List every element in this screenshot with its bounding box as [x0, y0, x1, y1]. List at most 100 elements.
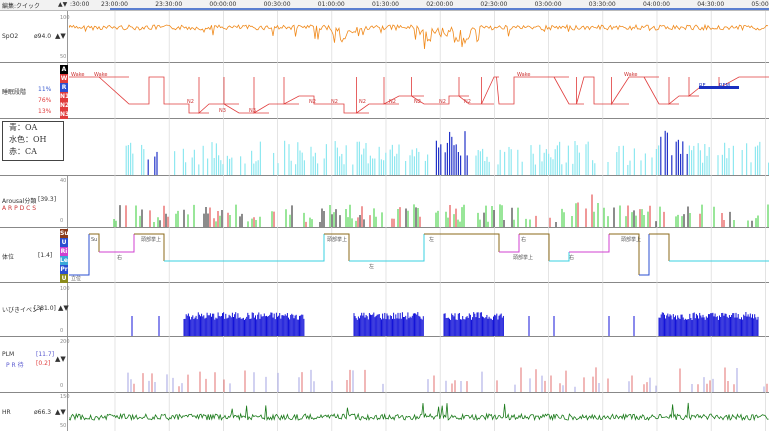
- time-tick: 04:30:00: [697, 1, 725, 8]
- stage-label: Wake: [624, 72, 637, 78]
- time-tick: 05:00:00: [751, 1, 769, 8]
- position-segment: [324, 233, 350, 261]
- row-position: 体位 [1.4] Su U Ri Le Pr U Su 右頭部挙上 頭部挙上左左頭部…: [0, 228, 769, 283]
- hr-label: HR: [2, 409, 11, 416]
- row-apnea: 青：OA 水色：OH 赤：CA: [0, 119, 769, 176]
- time-tick: 23:30:00: [155, 1, 183, 8]
- time-tick: 00:00:00: [209, 1, 237, 8]
- legend-oh: 水色：OH: [9, 135, 47, 144]
- stage-label: N2: [359, 99, 366, 105]
- snore-scale-top: 100: [60, 286, 70, 292]
- time-tick: 04:00:00: [643, 1, 670, 8]
- stage-n2-badge: N2: [60, 101, 70, 110]
- timeline-header: 編集:クイック ▲▼ :30:00 23:00:00 23:30:00 00:00:…: [0, 0, 769, 11]
- position-segment: [569, 234, 610, 253]
- position-label: 右: [117, 254, 122, 261]
- time-tick: 01:00:00: [317, 1, 345, 8]
- stage-label: N2: [414, 99, 421, 105]
- snore-adjust-icon[interactable]: ▲▼: [58, 304, 69, 312]
- position-segment: [89, 233, 100, 252]
- position-segment: [164, 234, 325, 262]
- position-segment: [99, 234, 135, 253]
- spo2-adjust-icon[interactable]: ▲▼: [55, 32, 66, 40]
- plm-sub: P R 待: [6, 362, 24, 369]
- stage-label: N2: [187, 99, 194, 105]
- row-arousal: Arousal分類 [39.3] A R P D C S 40 0: [0, 176, 769, 228]
- stage-n1-badge: N1: [60, 92, 70, 101]
- position-segment: [69, 234, 90, 276]
- stage-label: N2: [439, 99, 446, 105]
- legend-ca: 赤：CA: [9, 147, 37, 156]
- plm-scale-bottom: 0: [60, 383, 64, 389]
- position-label: 体位: [2, 254, 15, 261]
- row-plm: PLM P R 待 [11.7] [0.2] ▲▼ 200 0: [0, 337, 769, 393]
- time-tick: 00:30:00: [263, 1, 291, 8]
- position-segment: [349, 234, 425, 262]
- plm-value-2: [0.2]: [36, 360, 51, 367]
- time-tick-start: :30:00: [70, 1, 90, 8]
- pos-up-badge: U: [60, 274, 68, 283]
- position-label: 頭部挙上: [621, 236, 641, 243]
- row-hr: HR ø66.3 ▲▼ 150 50: [0, 393, 769, 431]
- time-tick: 02:00:00: [426, 1, 454, 8]
- stage-label: Wake: [94, 72, 107, 78]
- edit-mode-label[interactable]: 編集:クイック: [2, 3, 41, 10]
- hr-trace: [69, 393, 769, 431]
- time-tick: 03:30:00: [588, 1, 616, 8]
- sleep-pct-nrem: 76%: [38, 97, 52, 104]
- apnea-legend: 青：OA 水色：OH 赤：CA: [2, 121, 64, 161]
- position-label: 頭部挙上: [513, 254, 533, 261]
- legend-oa: 青：OA: [9, 123, 38, 132]
- hypnogram: Wake Wake N2 N3 N3 N2 N2 N2 N2 N2 N2 N2 Wake Wake RE RE…: [69, 63, 769, 119]
- position-segment: [549, 252, 570, 262]
- stage-label: Wake: [71, 72, 84, 78]
- sleep-pct-wake: 13%: [38, 108, 52, 115]
- snore-value: [381.0]: [34, 305, 56, 312]
- rem-bar: [699, 86, 739, 89]
- plm-events: [114, 337, 768, 393]
- sleep-pct-rem: 11%: [38, 86, 52, 93]
- arousal-value: [39.3]: [38, 196, 57, 203]
- apnea-events: [114, 119, 769, 176]
- position-segment: [424, 233, 500, 252]
- spo2-scale-top: 100: [60, 15, 70, 21]
- spo2-trace: [69, 11, 769, 63]
- position-value: [1.4]: [38, 252, 53, 259]
- stage-n3-badge: N3: [60, 110, 70, 119]
- stage-a-badge: A: [60, 65, 68, 74]
- position-label: 頭部挙上: [141, 236, 161, 243]
- stage-label: RE: [699, 83, 706, 89]
- stage-r-badge: R: [60, 83, 68, 92]
- plm-adjust-icon[interactable]: ▲▼: [55, 355, 66, 363]
- time-tick: 03:00:00: [534, 1, 562, 8]
- scroll-arrows-icon[interactable]: ▲▼: [58, 1, 68, 8]
- position-segment: [134, 233, 165, 261]
- row-sleep-stage: 睡眠段階 11% 76% 13% A W R N1 N2 N3 Wake Wake…: [0, 63, 769, 119]
- spo2-line: [69, 23, 769, 50]
- row-snore: いびきイベント [381.0] ▲▼ 100 0: [0, 283, 769, 337]
- pos-le-badge: Le: [60, 256, 68, 265]
- row-spo2: SpO2 ø94.0 ▲▼ 100 50: [0, 11, 769, 63]
- position-label: 頭部挙上: [327, 236, 347, 243]
- spo2-label: SpO2: [2, 33, 19, 40]
- position-segment: [639, 234, 650, 276]
- time-tick: 01:30:00: [372, 1, 399, 8]
- position-label: 左: [429, 236, 434, 243]
- spo2-value: ø94.0: [34, 33, 52, 40]
- hr-adjust-icon[interactable]: ▲▼: [55, 408, 66, 416]
- position-label: 右: [521, 236, 526, 243]
- arousal-codes: A R P D C S: [2, 205, 37, 212]
- timeline-scrollbar[interactable]: [110, 8, 769, 10]
- stage-w-badge: W: [60, 74, 68, 83]
- position-label: Su: [91, 237, 97, 243]
- hr-line: [69, 402, 769, 422]
- time-tick: 23:00:00: [101, 1, 128, 8]
- time-tick: 02:30:00: [480, 1, 508, 8]
- pos-su-badge: Su: [60, 229, 69, 238]
- position-segment: [499, 234, 520, 253]
- spo2-scale-bottom: 50: [60, 54, 67, 60]
- stage-label: Wake: [517, 72, 530, 78]
- snore-scale-bottom: 0: [60, 328, 64, 334]
- plm-label: PLM: [2, 351, 15, 358]
